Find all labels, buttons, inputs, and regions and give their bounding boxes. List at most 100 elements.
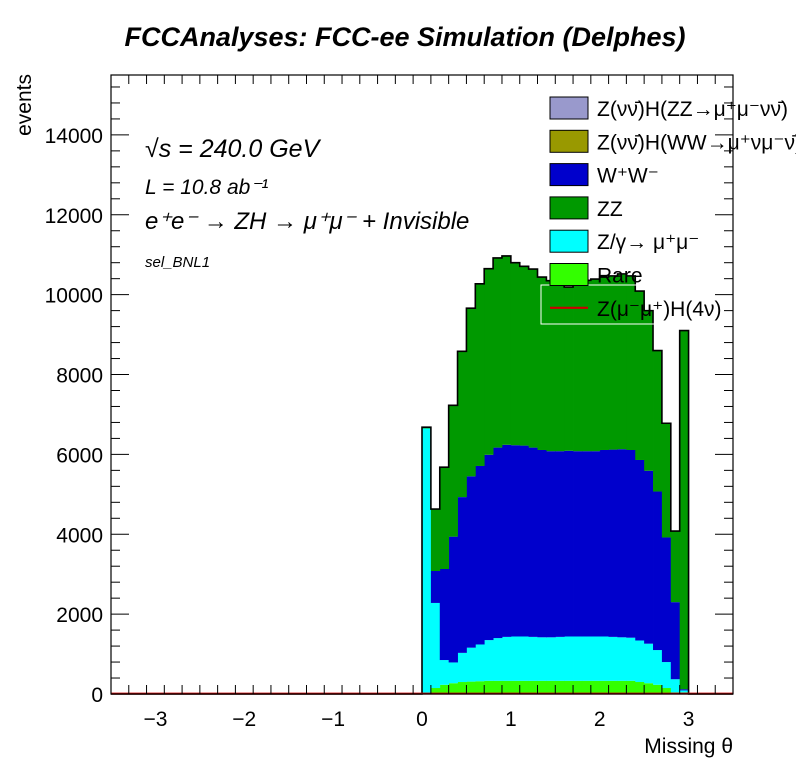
bar-rare-bin-21	[608, 680, 618, 694]
bar-w-w-bin-20	[599, 449, 609, 637]
bar-w-w-bin-24	[635, 459, 645, 641]
bar-w-w-bin-11	[519, 445, 530, 637]
legend-label: ZZ	[597, 198, 623, 221]
bar-z-bin-26	[653, 650, 663, 685]
bar-z-bin-17	[573, 636, 583, 681]
bar-z-bin-11	[519, 636, 530, 681]
bar-w-w-bin-25	[644, 470, 654, 644]
bar-z-bin-23	[626, 637, 636, 681]
y-tick-label: 2000	[56, 604, 103, 627]
bar-w-w-bin-27	[661, 537, 672, 663]
bar-z-bin-7	[484, 640, 494, 681]
bar-zz-bin-18	[581, 280, 592, 452]
bar-w-w-bin-29	[679, 689, 689, 691]
bar-rare-bin-18	[581, 680, 592, 694]
bar-zz-bin-1	[430, 509, 441, 571]
bar-zz-bin-22	[617, 273, 627, 450]
selection-annotation: sel_BNL1	[145, 254, 210, 271]
plot-frame	[110, 74, 734, 695]
bar-z-bin-10	[510, 636, 521, 681]
y-tick-label: 12000	[45, 205, 103, 228]
energy-annotation: √s = 240.0 GeV	[145, 135, 322, 163]
bar-z-bin-0	[422, 428, 432, 693]
legend-label: Z/γ→ μ⁺μ⁻	[597, 231, 699, 254]
bar-z-bin-27	[661, 662, 672, 689]
bar-zz-bin-24	[635, 291, 645, 460]
bar-rare-bin-13	[537, 680, 547, 694]
plot-annotations: √s = 240.0 GeV L = 10.8 ab⁻¹ e⁺e⁻ → ZH →…	[145, 135, 469, 271]
bar-w-w-bin-2	[439, 569, 450, 661]
bar-w-w-bin-5	[466, 476, 476, 648]
bar-w-w-bin-8	[493, 447, 503, 639]
x-tick-label: −1	[321, 708, 345, 731]
bar-w-w-bin-21	[608, 449, 618, 637]
bar-zz-bin-17	[573, 283, 583, 452]
bar-rare-bin-4	[457, 682, 467, 694]
y-axis-label: events	[13, 74, 36, 136]
legend-swatch	[549, 229, 589, 253]
x-tick-label: 0	[416, 708, 428, 731]
bar-z-bin-13	[537, 637, 547, 681]
bar-w-w-bin-7	[484, 454, 494, 641]
legend-swatch	[549, 129, 589, 153]
y-tick-label: 6000	[56, 444, 103, 467]
bar-z-bin-18	[581, 636, 592, 681]
bar-z-bin-14	[546, 637, 556, 681]
bar-rare-bin-23	[626, 680, 636, 694]
bar-rare-bin-25	[644, 683, 654, 694]
bar-w-w-bin-1	[430, 571, 441, 603]
bar-z-bin-15	[555, 636, 565, 681]
bar-rare-bin-16	[564, 680, 574, 694]
bar-rare-bin-26	[653, 684, 663, 694]
bar-rare-bin-1	[430, 688, 441, 694]
bar-zz-bin-7	[484, 268, 494, 455]
y-tick-label: 4000	[56, 524, 103, 547]
bar-rare-bin-8	[493, 680, 503, 694]
bar-zz-bin-19	[590, 279, 601, 452]
bar-zz-bin-12	[528, 269, 538, 448]
bar-zz-bin-5	[466, 308, 476, 477]
legend-swatch	[549, 96, 589, 120]
bar-rare-bin-7	[484, 680, 494, 694]
legend-swatch	[549, 263, 589, 286]
bar-rare-bin-19	[590, 680, 601, 694]
bar-zz-bin-8	[493, 257, 503, 448]
bar-zz-bin-21	[608, 275, 618, 450]
bar-rare-bin-10	[510, 680, 521, 694]
x-tick-label: 2	[594, 708, 606, 731]
y-tick-label: 8000	[56, 365, 103, 388]
bar-zz-bin-29	[679, 330, 689, 690]
bar-w-w-bin-3	[448, 536, 458, 663]
bar-w-w-bin-23	[626, 449, 636, 638]
bar-rare-bin-24	[635, 682, 645, 694]
chart-title: FCCAnalyses: FCC-ee Simulation (Delphes)	[124, 22, 685, 52]
bar-w-w-bin-18	[581, 451, 592, 637]
bar-rare-bin-2	[439, 684, 450, 694]
bar-rare-bin-14	[546, 680, 556, 694]
bar-rare-bin-5	[466, 681, 476, 694]
bar-zz-bin-14	[546, 280, 556, 452]
bar-rare-bin-3	[448, 683, 458, 694]
legend: Z(νν̄)H(ZZ→μ⁺μ⁻νν̄) Z(νν̄)H(WW→μ⁺νμ⁻ν̄) W⁺…	[540, 96, 796, 325]
bar-z-bin-3	[448, 662, 458, 684]
bar-z-bin-16	[564, 636, 574, 681]
bar-zz-bin-20	[599, 277, 609, 450]
y-tick-label: 10000	[45, 285, 103, 308]
luminosity-annotation: L = 10.8 ab⁻¹	[145, 176, 268, 199]
bar-w-w-bin-10	[510, 445, 521, 637]
legend-entry-z-h-ww: Z(νν̄)H(WW→μ⁺νμ⁻ν̄)	[549, 129, 796, 154]
bar-z-bin-29	[679, 690, 689, 693]
bar-z-bin-19	[590, 636, 601, 681]
legend-entry-z-h-zz: Z(νν̄)H(ZZ→μ⁺μ⁻νν̄)	[549, 96, 788, 121]
bar-z-bin-1	[430, 602, 441, 689]
bar-z-bin-24	[635, 640, 645, 683]
bar-z-bin-4	[457, 652, 467, 683]
y-tick-label: 0	[91, 684, 103, 707]
bar-z-bin-12	[528, 636, 538, 681]
bar-rare-bin-15	[555, 680, 565, 694]
bar-zz-bin-26	[653, 350, 663, 492]
bar-z-bin-25	[644, 643, 654, 684]
bar-w-w-bin-4	[457, 497, 467, 653]
x-tick-label: 3	[683, 708, 695, 731]
